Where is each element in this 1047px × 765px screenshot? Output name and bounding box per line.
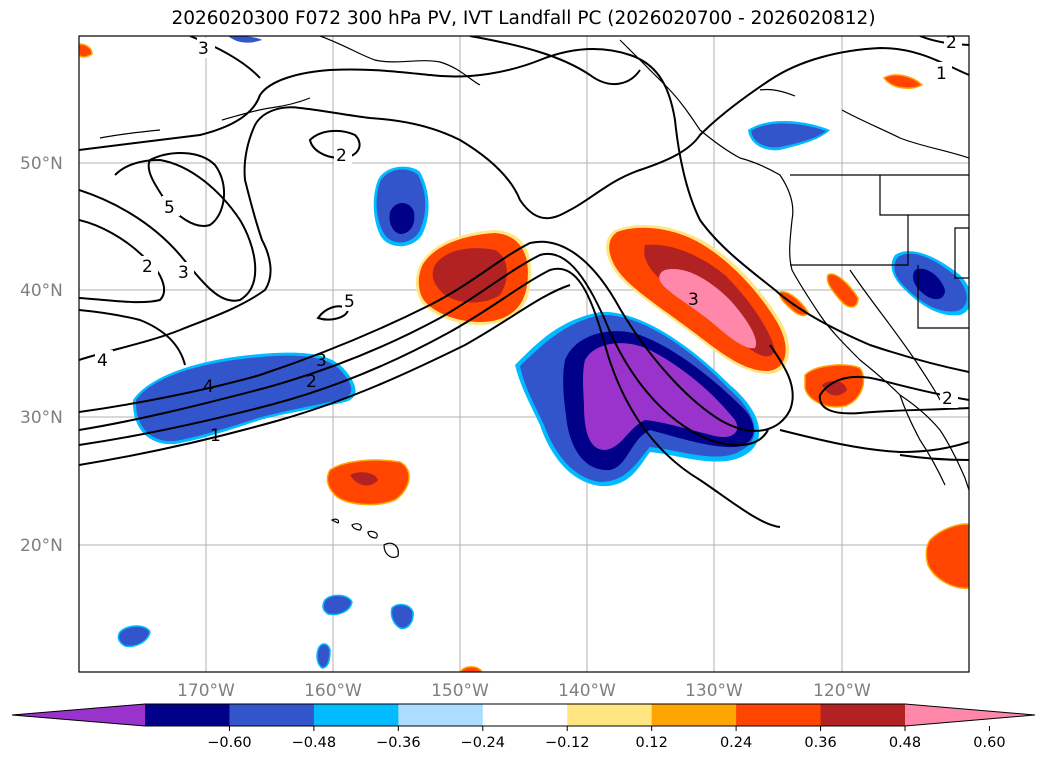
contour-label: 3 — [316, 351, 327, 371]
lon-label: 140°W — [558, 681, 616, 701]
contour-label: 1 — [210, 426, 221, 446]
colorbar-outline — [11, 703, 1036, 727]
contour-label: 2 — [306, 372, 317, 392]
lon-label: 160°W — [304, 681, 362, 701]
colorbar-segment — [651, 704, 737, 726]
contour-label: 2 — [942, 389, 953, 409]
colorbar-extend-high — [905, 704, 1035, 726]
negative-pc-region-interior — [891, 251, 969, 316]
lon-label: 170°W — [177, 681, 235, 701]
colorbar-segment — [313, 704, 399, 726]
colorbar-tick-label: 0.48 — [889, 735, 921, 751]
negative-pc-small-areas — [117, 36, 414, 669]
lon-label: 130°W — [685, 681, 743, 701]
contour-label: 3 — [688, 290, 699, 310]
negative-pc-region-north-pacific — [373, 166, 429, 247]
colorbar-tick-label: −0.60 — [207, 735, 251, 751]
colorbar-extend-low — [12, 704, 145, 726]
contour-label: 2 — [142, 257, 153, 277]
contour-label: 2 — [946, 33, 957, 53]
colorbar-segment — [229, 704, 315, 726]
coastlines — [99, 36, 969, 491]
gridlines — [79, 36, 969, 672]
contour-label: 4 — [97, 351, 108, 371]
lat-label: 20°N — [20, 536, 63, 556]
lat-label: 40°N — [20, 281, 63, 301]
colorbar: −0.60 −0.48 −0.36 −0.24 −0.12 0.12 0.24 0.36 0.4… — [11, 703, 1036, 751]
colorbar-tick-label: −0.48 — [292, 735, 336, 751]
colorbar-segment — [482, 704, 568, 726]
colorbar-tick-label: 0.36 — [804, 735, 836, 751]
colorbar-segment — [736, 704, 822, 726]
colorbar-segment — [145, 704, 230, 726]
colorbar-segment — [820, 704, 906, 726]
negative-pc-region-west — [132, 352, 356, 445]
map-panel — [79, 36, 969, 672]
colorbar-tick-label: 0.60 — [973, 735, 1005, 751]
colorbar-segment — [567, 704, 653, 726]
colorbar-tick-label: −0.24 — [461, 735, 505, 751]
lat-label: 50°N — [20, 154, 63, 174]
longitude-labels: 170°W 160°W 150°W 140°W 130°W 120°W — [177, 681, 871, 701]
pv-contours — [79, 36, 969, 528]
map-border — [78, 35, 970, 673]
positive-pc-small-areas — [79, 43, 969, 672]
positive-pc-region-coastal — [606, 225, 790, 375]
lon-label: 120°W — [813, 681, 871, 701]
contour-label: 5 — [344, 292, 355, 312]
negative-pc-region-north — [748, 121, 830, 151]
lat-label: 30°N — [20, 408, 63, 428]
contour-label: 1 — [936, 64, 947, 84]
colorbar-tick-label: 0.12 — [636, 735, 668, 751]
contour-labels: 3 2 5 2 3 5 4 4 3 2 1 3 1 2 2 — [95, 33, 962, 446]
colorbar-segment — [398, 704, 484, 726]
contour-label: 2 — [336, 146, 347, 166]
contour-label: 3 — [178, 263, 189, 283]
latitude-labels: 50°N 40°N 30°N 20°N — [20, 154, 63, 556]
negative-pc-region-central — [515, 311, 760, 487]
contour-label: 5 — [164, 198, 175, 218]
map-title: 2026020300 F072 300 hPa PV, IVT Landfall… — [171, 8, 876, 29]
contour-label: 3 — [198, 39, 209, 59]
contour-label: 4 — [203, 377, 214, 397]
hawaiian-islands — [330, 518, 399, 558]
colorbar-tick-label: 0.24 — [720, 735, 752, 751]
colorbar-tick-label: −0.36 — [376, 735, 420, 751]
lon-label: 150°W — [431, 681, 489, 701]
colorbar-tick-label: −0.12 — [545, 735, 589, 751]
